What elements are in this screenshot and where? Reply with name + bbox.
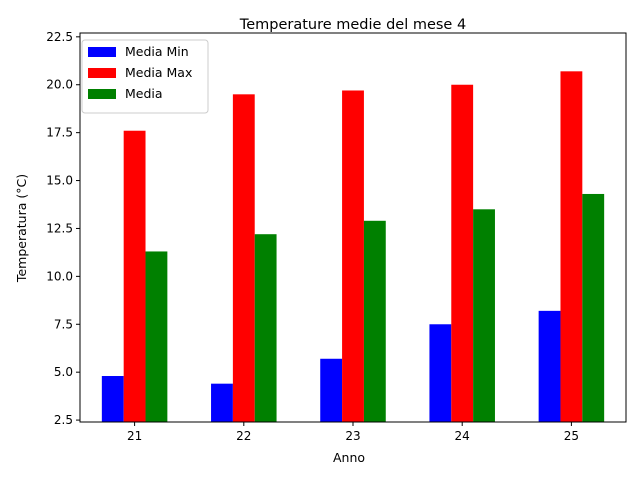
bar-media-max-22 (232, 94, 255, 423)
bar-media-24 (473, 209, 495, 422)
y-tick-label: 12.5 (46, 221, 73, 235)
bar-media-min-21 (101, 376, 124, 422)
bar-media-22 (254, 234, 277, 422)
bar-media-max-21 (123, 130, 146, 422)
y-tick-label: 7.5 (54, 317, 73, 331)
y-tick-label: 22.5 (46, 30, 73, 44)
legend-swatch-media (88, 89, 116, 99)
bar-media-min-23 (320, 358, 343, 422)
y-tick-label: 20.0 (46, 78, 73, 92)
y-tick-label: 5.0 (54, 365, 73, 379)
y-axis: 2.5 5.0 7.5 10.0 12.5 15.0 17.5 20.0 22.5 (46, 30, 80, 427)
y-tick-label: 17.5 (46, 126, 73, 140)
y-axis-label: Temperatura (°C) (14, 174, 29, 283)
x-axis: 21 22 23 24 25 (127, 422, 579, 443)
legend-label: Media Min (125, 44, 189, 59)
legend-swatch-media-max (88, 68, 116, 78)
bar-media-min-22 (211, 383, 233, 422)
x-tick-label: 23 (345, 429, 360, 443)
bar-media-min-24 (429, 324, 452, 422)
bars-layer (101, 71, 605, 423)
x-tick-label: 24 (455, 429, 470, 443)
x-tick-label: 25 (564, 429, 579, 443)
y-tick-label: 10.0 (46, 269, 73, 283)
legend-label: Media Max (125, 65, 192, 80)
bar-media-21 (145, 251, 168, 422)
legend-label: Media (125, 86, 163, 101)
legend-swatch-media-min (88, 47, 116, 57)
y-tick-label: 15.0 (46, 174, 73, 188)
bar-media-max-23 (342, 90, 364, 423)
bar-media-25 (582, 193, 605, 422)
chart-title: Temperature medie del mese 4 (239, 17, 466, 33)
bar-media-max-24 (451, 84, 474, 422)
x-tick-label: 21 (127, 429, 142, 443)
bar-media-min-25 (538, 310, 561, 422)
legend: Media Min Media Max Media (81, 39, 209, 114)
x-axis-label: Anno (333, 450, 365, 465)
bar-media-23 (363, 220, 386, 422)
y-tick-label: 2.5 (54, 413, 73, 427)
bar-media-max-25 (560, 71, 583, 422)
x-tick-label: 22 (236, 429, 251, 443)
